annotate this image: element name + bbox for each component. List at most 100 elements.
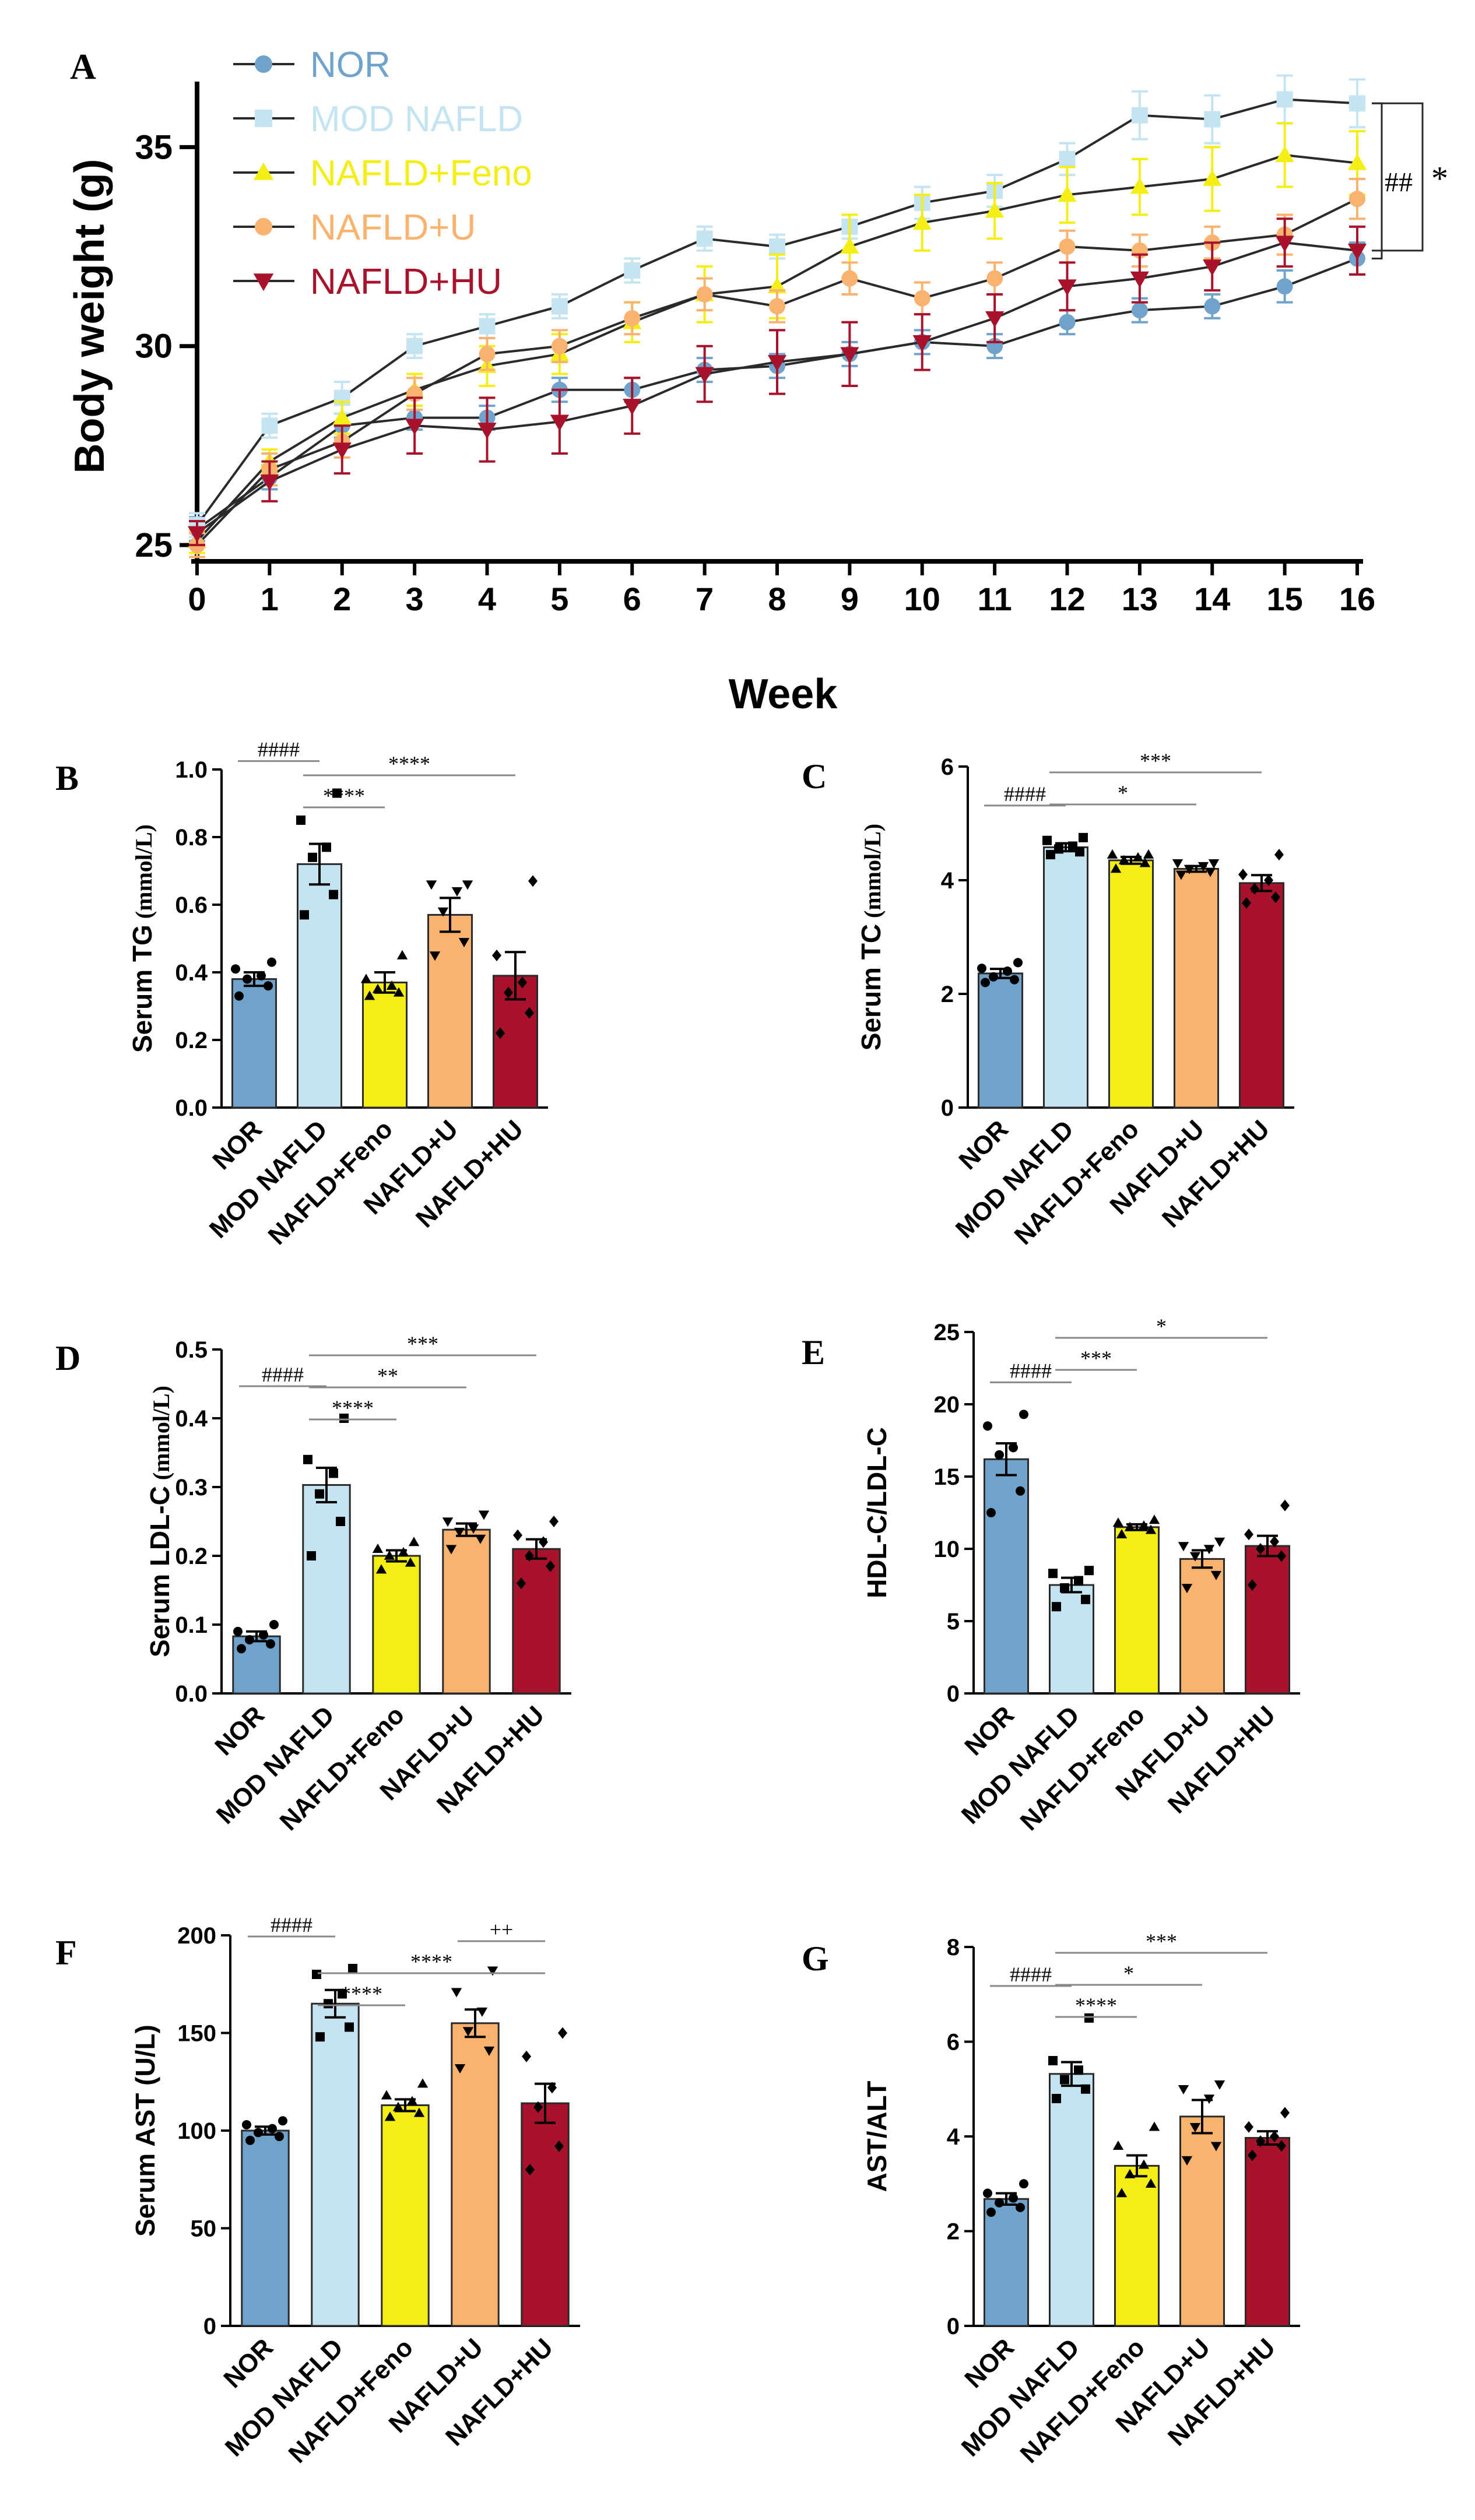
significance-label: *** (1146, 1929, 1177, 1953)
data-point (986, 2208, 996, 2217)
data-point (1347, 153, 1367, 170)
y-tick-label: 50 (191, 2216, 217, 2242)
data-point (533, 2101, 543, 2113)
bar (1042, 846, 1089, 1109)
x-tick-label: NOR (953, 1115, 1014, 1175)
x-tick-label: 2 (333, 581, 351, 617)
data-point (264, 981, 273, 991)
x-tick-label: 5 (550, 581, 568, 617)
bar (361, 981, 408, 1109)
data-point (769, 298, 785, 315)
bar (296, 863, 343, 1109)
y-tick-label: 0.2 (175, 1028, 208, 1053)
data-point (454, 1527, 465, 1537)
data-point (989, 972, 998, 982)
data-point (1203, 259, 1222, 276)
data-point (405, 419, 424, 435)
y-axis-label-main: AST/ALT (862, 2081, 892, 2192)
bar (451, 2022, 500, 2327)
data-point (1138, 1520, 1150, 1530)
data-point (1130, 271, 1149, 288)
bar-group (977, 958, 1024, 1109)
data-point (1112, 1517, 1124, 1527)
data-point (372, 1544, 384, 1553)
bar-group (1112, 2121, 1160, 2327)
y-axis-label: Serum TC (mmol/L) (856, 824, 886, 1050)
data-point (914, 290, 930, 307)
data-point (458, 938, 470, 947)
data-point (769, 238, 785, 255)
data-point (1208, 859, 1220, 869)
data-point (985, 201, 1005, 218)
data-point (1059, 238, 1076, 255)
significance-label: #### (1010, 1359, 1052, 1382)
data-point (1048, 1569, 1058, 1579)
data-point (1060, 1583, 1069, 1593)
bar (983, 1458, 1030, 1695)
data-point (261, 417, 278, 434)
legend-item: MOD NAFLD (233, 99, 523, 139)
data-point (1009, 2193, 1018, 2203)
y-tick-label: 20 (934, 1392, 960, 1418)
data-point (1131, 302, 1148, 319)
data-point (242, 2120, 251, 2129)
y-axis-label-main: Serum TC (856, 924, 886, 1050)
data-point (1042, 835, 1052, 845)
data-point (1058, 279, 1077, 296)
bar (1238, 882, 1285, 1109)
panel-label-e: E (802, 1333, 825, 1372)
bar-group (381, 2078, 430, 2327)
data-point (977, 964, 986, 973)
y-axis-label: Serum AST (U/L) (130, 2025, 160, 2237)
data-point (1203, 2094, 1215, 2104)
data-point (525, 1550, 534, 1562)
significance-bracket (1372, 102, 1383, 260)
data-point (528, 875, 538, 887)
data-point (1058, 185, 1077, 202)
bar-group (451, 1966, 500, 2327)
data-point (1016, 2202, 1025, 2212)
data-point (995, 1450, 1004, 1460)
significance-label: #### (271, 1913, 312, 1936)
y-tick-label: 0.1 (175, 1612, 208, 1638)
bar (977, 972, 1024, 1109)
bar-group (1048, 2013, 1095, 2327)
y-tick-label: 0.8 (175, 825, 208, 850)
data-point (259, 1630, 268, 1640)
significance-label: **** (323, 784, 365, 807)
data-point (1172, 859, 1183, 869)
data-point (1019, 2179, 1028, 2189)
data-point (522, 2050, 531, 2062)
data-point (386, 980, 398, 990)
data-point (1068, 841, 1077, 851)
data-point (1009, 1443, 1018, 1453)
data-point (392, 2101, 404, 2111)
x-tick-label: 15 (1266, 581, 1302, 617)
data-point (307, 1551, 316, 1560)
x-tick-label: 1 (261, 581, 279, 617)
bar (1244, 2136, 1291, 2327)
data-point (912, 335, 932, 352)
bar-group (231, 957, 278, 1109)
data-point (1210, 1570, 1222, 1580)
bar-group (1244, 2107, 1291, 2327)
panel-label-f: F (55, 1934, 77, 1972)
bar (302, 1484, 351, 1695)
significance-label: #### (1004, 782, 1046, 806)
bar (1114, 2164, 1160, 2327)
data-point (1271, 891, 1280, 904)
data-point (445, 1545, 457, 1555)
data-point (1189, 2122, 1201, 2132)
x-tick-label: 16 (1339, 581, 1375, 617)
bar (1173, 868, 1220, 1109)
data-point (1280, 2107, 1290, 2119)
y-tick-label: 4 (947, 2124, 960, 2150)
data-point (1203, 1545, 1215, 1555)
data-point (1204, 867, 1216, 877)
data-point (1277, 1550, 1286, 1562)
data-point (1175, 870, 1187, 880)
data-point (398, 1547, 409, 1556)
data-point (1280, 1499, 1290, 1512)
